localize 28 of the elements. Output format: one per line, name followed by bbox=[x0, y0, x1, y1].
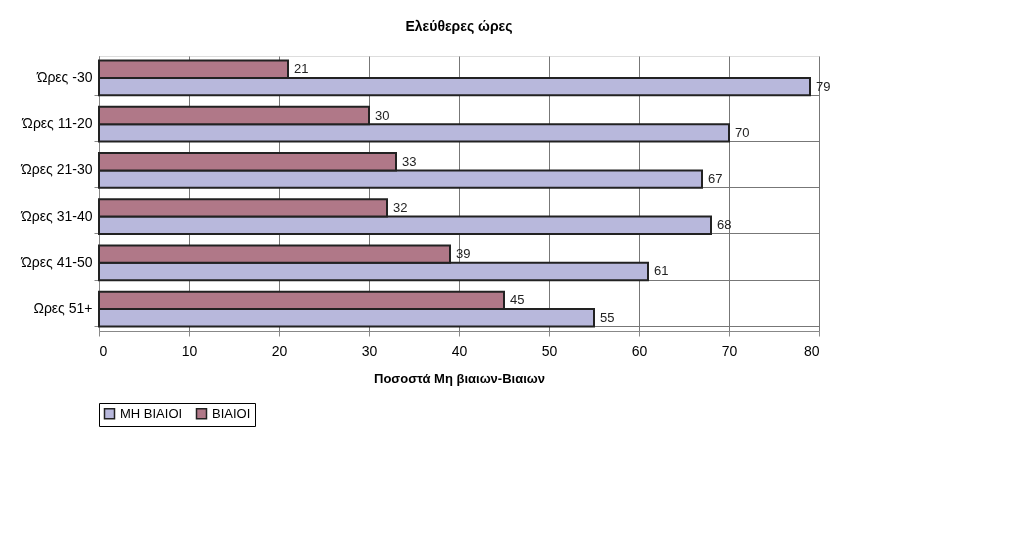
legend-label: ΜΗ ΒΙΑΙΟΙ bbox=[120, 405, 183, 421]
x-tick-label: 80 bbox=[803, 342, 820, 359]
data-label: 55 bbox=[600, 309, 615, 325]
x-tick-label: 0 bbox=[99, 342, 108, 359]
x-tick-label: 50 bbox=[541, 342, 558, 359]
x-axis-title: Ποσοστά Μη βιαιων-Βιαιων bbox=[374, 370, 545, 386]
legend-label: ΒΙΑΙΟΙ bbox=[212, 405, 251, 421]
y-tick-label: Ώρες 41-50 bbox=[20, 253, 93, 270]
data-label: 33 bbox=[402, 153, 417, 169]
x-tick-label: 70 bbox=[721, 342, 738, 359]
x-tick-label: 30 bbox=[361, 342, 378, 359]
x-tick-label: 20 bbox=[271, 342, 288, 359]
x-tick-label: 60 bbox=[631, 342, 648, 359]
data-label: 32 bbox=[393, 199, 408, 215]
y-tick-label: Ωρες 51+ bbox=[33, 300, 93, 317]
x-tick-label: 40 bbox=[451, 342, 468, 359]
chart-title: Ελεύθερες ώρες bbox=[405, 18, 513, 34]
y-tick-label: Ώρες 31-40 bbox=[20, 207, 93, 224]
y-tick-label: Ώρες -30 bbox=[35, 68, 93, 85]
data-label: 45 bbox=[510, 292, 525, 308]
data-label: 21 bbox=[294, 61, 309, 77]
data-label: 61 bbox=[654, 263, 669, 279]
data-label: 67 bbox=[708, 171, 723, 187]
y-tick-label: Ώρες 11-20 bbox=[21, 115, 93, 132]
data-label: 70 bbox=[735, 124, 750, 140]
data-label: 30 bbox=[375, 107, 390, 123]
y-tick-label: Ώρες 21-30 bbox=[20, 161, 93, 178]
x-tick-label: 10 bbox=[181, 342, 198, 359]
